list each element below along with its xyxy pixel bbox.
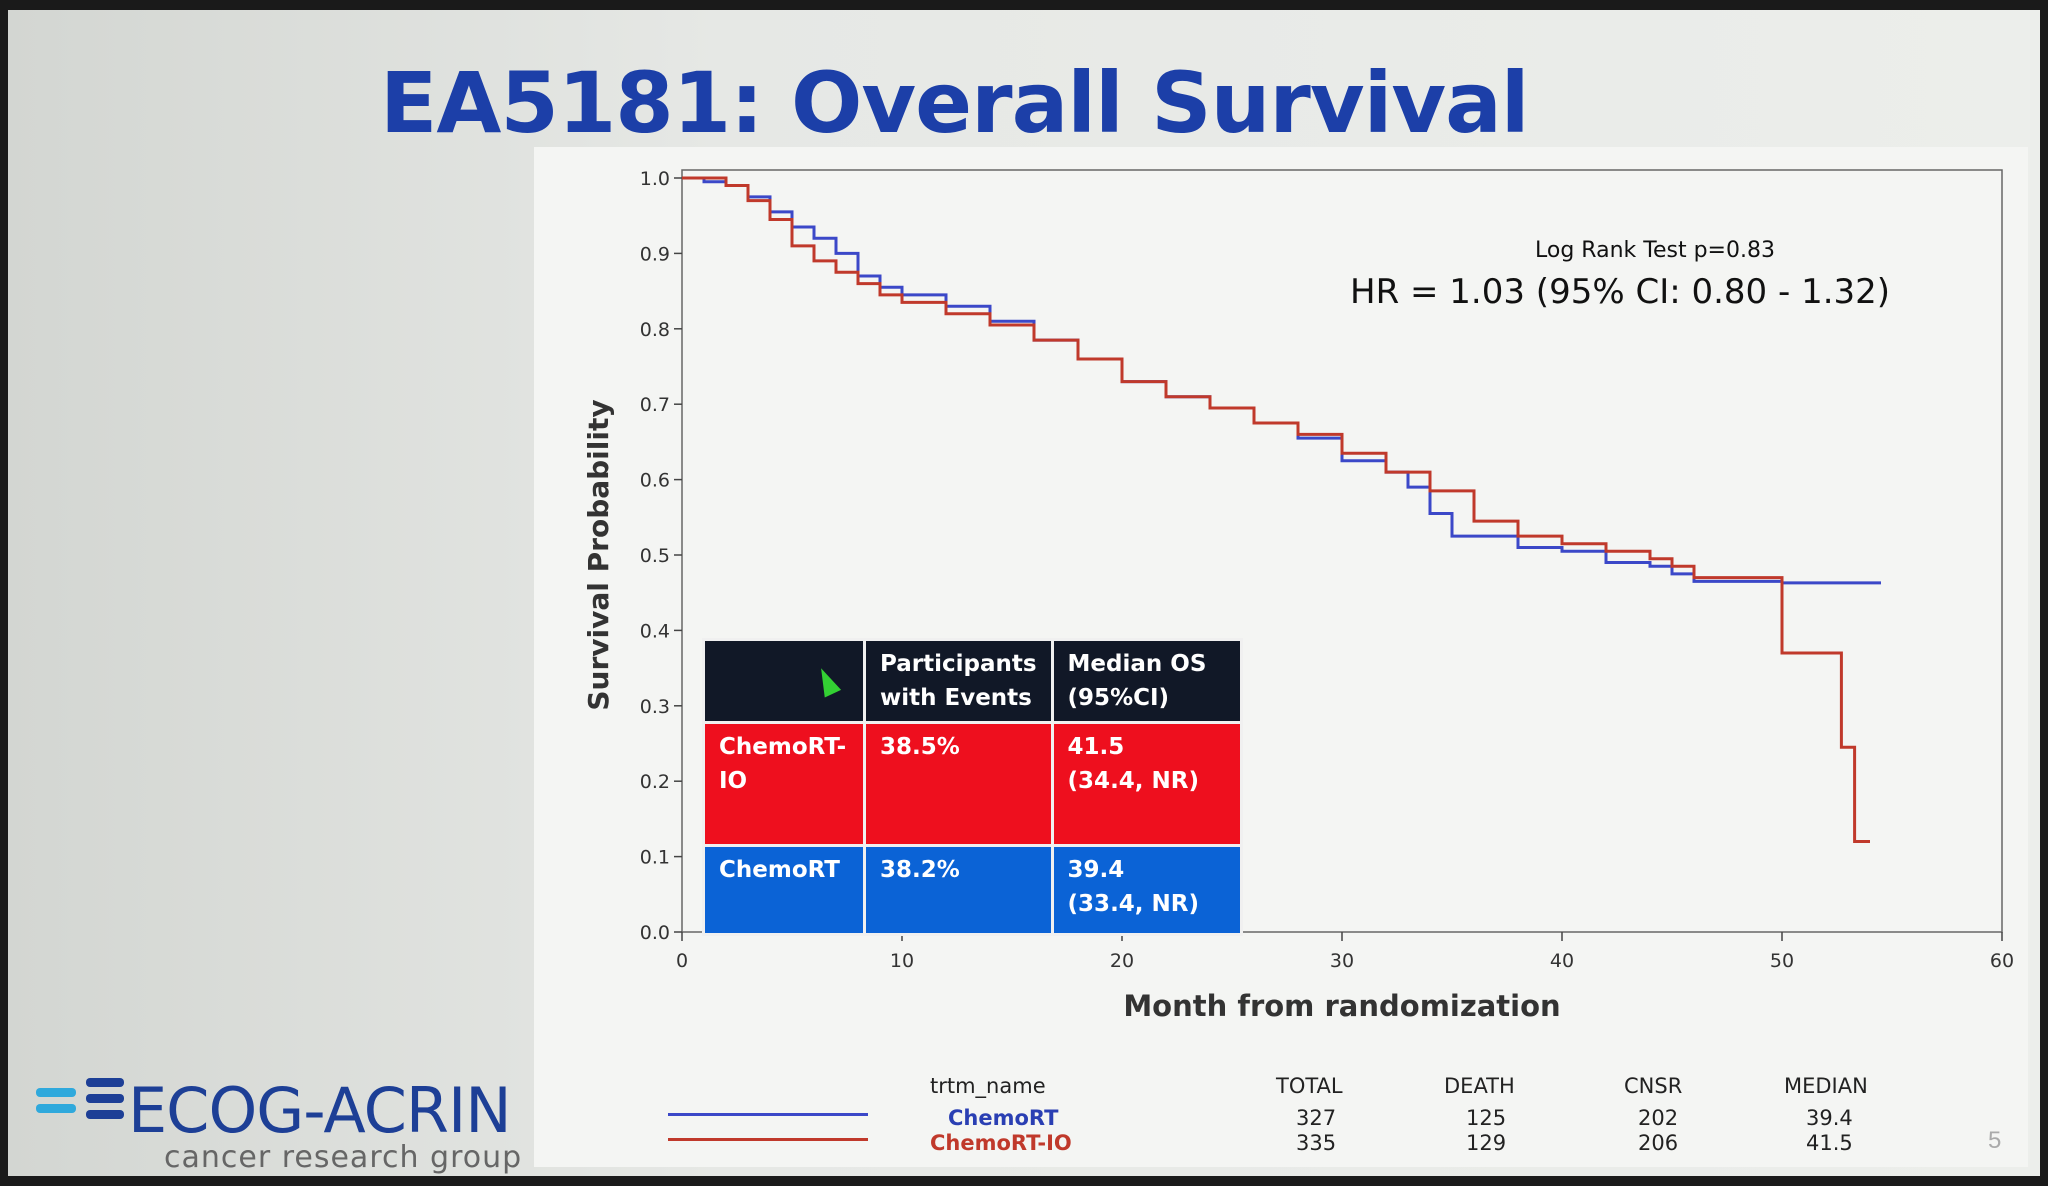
- summary-median: 41.5: [1806, 1131, 1853, 1155]
- y-tick-label: 1.0: [640, 168, 670, 190]
- hazard-ratio-label: HR = 1.03 (95% CI: 0.80 - 1.32): [1350, 272, 1891, 312]
- legend-line-chemort: [668, 1113, 868, 1116]
- summary-cnsr: 202: [1638, 1106, 1679, 1130]
- y-tick-label: 0.2: [640, 771, 670, 793]
- inset-arm-name: ChemoRT: [702, 844, 866, 936]
- inset-events: 38.2%: [863, 844, 1054, 936]
- x-tick-label: 60: [1990, 950, 2014, 972]
- slide-title: EA5181: Overall Survival: [380, 54, 1530, 152]
- y-tick-label: 0.7: [640, 394, 670, 416]
- summary-death: 129: [1466, 1131, 1507, 1155]
- summary-median: 39.4: [1806, 1106, 1853, 1130]
- legend-line-chemort-io: [668, 1138, 868, 1141]
- summary-cnsr: 206: [1638, 1131, 1679, 1155]
- inset-row-chemort: ChemoRT 38.2% 39.4 (33.4, NR): [702, 844, 1243, 936]
- inset-events: 38.5%: [863, 721, 1054, 847]
- y-tick-label: 0.9: [640, 243, 670, 265]
- x-axis-label: Month from randomization: [1123, 989, 1560, 1023]
- logo-name: ECOG-ACRIN: [128, 1074, 512, 1147]
- inset-header-row: Participants with Events Median OS (95%C…: [702, 638, 1243, 724]
- y-axis-label: Survival Probability: [582, 399, 615, 710]
- page-number: 5: [1988, 1127, 2002, 1154]
- inset-median-value: 39.4: [1067, 857, 1125, 883]
- log-rank-label: Log Rank Test p=0.83: [1535, 238, 1775, 263]
- x-tick-label: 10: [890, 950, 914, 972]
- y-tick-label: 0.1: [640, 847, 670, 869]
- y-tick-label: 0.3: [640, 696, 670, 718]
- logo-tagline: cancer research group: [164, 1140, 523, 1175]
- summary-header-name: trtm_name: [930, 1074, 1046, 1098]
- summary-header-total: TOTAL: [1276, 1074, 1343, 1098]
- summary-total: 327: [1296, 1106, 1337, 1130]
- inset-row-chemort-io: ChemoRT-IO 38.5% 41.5 (34.4, NR): [702, 721, 1243, 847]
- summary-header-death: DEATH: [1444, 1074, 1515, 1098]
- x-tick-label: 50: [1770, 950, 1794, 972]
- x-tick-label: 40: [1550, 950, 1574, 972]
- y-tick-label: 0.6: [640, 470, 670, 492]
- summary-header-cnsr: CNSR: [1624, 1074, 1683, 1098]
- median-os-table: Participants with Events Median OS (95%C…: [702, 638, 1243, 936]
- summary-header-median: MEDIAN: [1784, 1074, 1868, 1098]
- y-tick-label: 0.4: [640, 620, 670, 642]
- y-tick-label: 0.0: [640, 922, 670, 944]
- x-tick-label: 0: [676, 950, 688, 972]
- inset-median-ci: (33.4, NR): [1067, 891, 1200, 917]
- inset-median: 41.5 (34.4, NR): [1050, 721, 1243, 847]
- inset-header-events: Participants with Events: [863, 638, 1054, 724]
- inset-median: 39.4 (33.4, NR): [1050, 844, 1243, 936]
- summary-name-chemort-io: ChemoRT-IO: [930, 1131, 1072, 1155]
- inset-header-blank: [702, 638, 866, 724]
- survival-curve-chemort-io: [682, 176, 1870, 843]
- summary-name-chemort: ChemoRT: [948, 1106, 1059, 1130]
- summary-death: 125: [1466, 1106, 1507, 1130]
- inset-median-value: 41.5: [1067, 734, 1125, 760]
- inset-median-ci: (34.4, NR): [1067, 768, 1200, 794]
- x-tick-label: 20: [1110, 950, 1134, 972]
- y-tick-label: 0.5: [640, 545, 670, 567]
- logo-bars-icon: [36, 1088, 76, 1120]
- logo-bars-icon: [86, 1078, 124, 1126]
- inset-header-median: Median OS (95%CI): [1050, 638, 1243, 724]
- summary-total: 335: [1296, 1131, 1337, 1155]
- y-tick-label: 0.8: [640, 319, 670, 341]
- inset-arm-name: ChemoRT-IO: [702, 721, 866, 847]
- x-tick-label: 30: [1330, 950, 1354, 972]
